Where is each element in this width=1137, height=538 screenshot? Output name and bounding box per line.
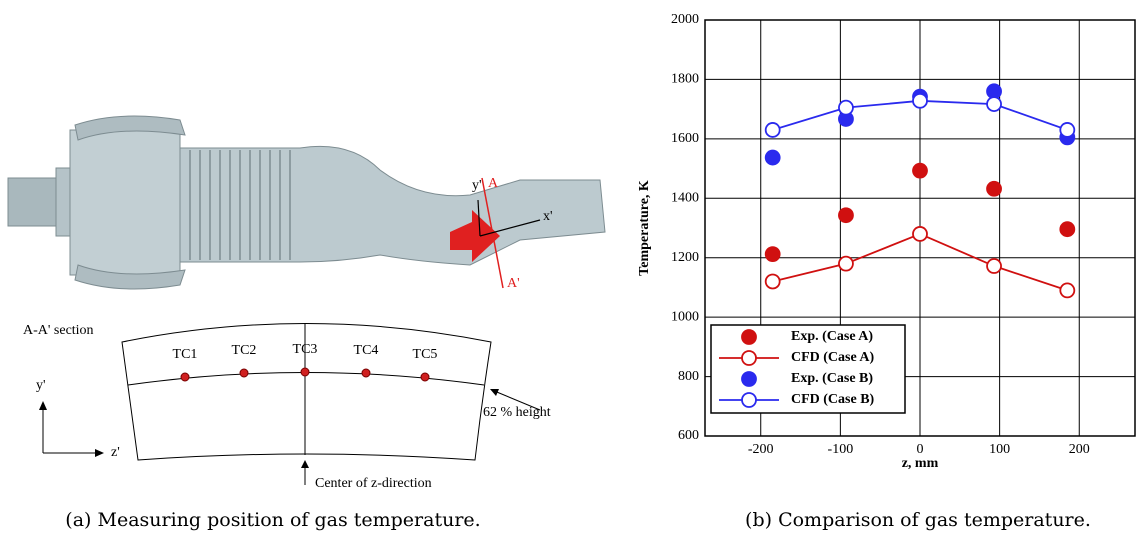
- axis-label: z': [111, 445, 120, 460]
- thermocouple: [240, 369, 248, 377]
- label: A': [507, 276, 520, 291]
- data-point: [1060, 123, 1074, 137]
- chart: 600 800 1000 1200 1400 1600 1800 2000 -200 -100 0 1…: [637, 12, 1135, 471]
- label: y': [472, 178, 482, 193]
- thermocouple-label: TC2: [232, 343, 257, 358]
- data-point: [1060, 222, 1074, 236]
- arrowhead: [95, 449, 104, 457]
- y-tick-label: 2000: [671, 12, 699, 27]
- label: A: [488, 176, 499, 191]
- data-point: [1060, 283, 1074, 297]
- x-tick-label: 200: [1069, 442, 1090, 457]
- thermocouple-label: TC5: [413, 347, 438, 362]
- data-point: [913, 227, 927, 241]
- legend-label: CFD (Case A): [791, 350, 875, 365]
- label: x': [543, 209, 553, 224]
- legend-marker: [742, 372, 756, 386]
- data-point: [766, 274, 780, 288]
- y-tick-label: 600: [678, 428, 699, 443]
- data-point: [766, 151, 780, 165]
- x-tick-label: -200: [748, 442, 774, 457]
- note: Center of z-direction: [315, 476, 432, 491]
- y-axis-label: Temperature, K: [637, 180, 652, 276]
- caption: (a) Measuring position of gas temperatur…: [65, 509, 480, 531]
- legend-label: Exp. (Case A): [791, 329, 873, 344]
- data-point: [839, 208, 853, 222]
- engine-render: [8, 116, 605, 289]
- note: 62 % height: [483, 405, 551, 420]
- legend-marker: [742, 351, 756, 365]
- x-tick-label: 0: [917, 442, 924, 457]
- data-point: [766, 123, 780, 137]
- data-point: [987, 97, 1001, 111]
- arrowhead: [301, 460, 309, 468]
- x-axis-label: z, mm: [902, 456, 939, 471]
- x-tick-label: -100: [828, 442, 854, 457]
- figure: y' A x' A' A-A' section TC1TC2TC3TC4TC5 …: [0, 0, 1137, 538]
- x-tick-label: 100: [989, 442, 1010, 457]
- y-tick-label: 1800: [671, 72, 699, 87]
- caption: (b) Comparison of gas temperature.: [745, 509, 1091, 531]
- y-tick-label: 1000: [671, 309, 699, 324]
- thermocouple-label: TC3: [293, 342, 318, 357]
- thermocouple: [301, 368, 309, 376]
- legend-label: CFD (Case B): [791, 392, 875, 407]
- legend-marker: [742, 393, 756, 407]
- y-tick-label: 1200: [671, 250, 699, 265]
- y-tick-label: 1400: [671, 191, 699, 206]
- thermocouple-label: TC4: [354, 343, 379, 358]
- data-point: [987, 259, 1001, 273]
- data-point: [839, 101, 853, 115]
- arrowhead: [39, 401, 47, 410]
- thermocouple-label: TC1: [173, 347, 198, 362]
- data-point: [987, 182, 1001, 196]
- data-point: [913, 94, 927, 108]
- y-tick-label: 800: [678, 369, 699, 384]
- thermocouple: [181, 373, 189, 381]
- data-point: [839, 257, 853, 271]
- legend-label: Exp. (Case B): [791, 371, 873, 386]
- thermocouple: [421, 373, 429, 381]
- data-point: [766, 247, 780, 261]
- section-title: A-A' section: [23, 323, 94, 338]
- axis-label: y': [36, 378, 46, 393]
- thermocouple: [362, 369, 370, 377]
- legend-marker: [742, 330, 756, 344]
- data-point: [913, 164, 927, 178]
- y-tick-label: 1600: [671, 131, 699, 146]
